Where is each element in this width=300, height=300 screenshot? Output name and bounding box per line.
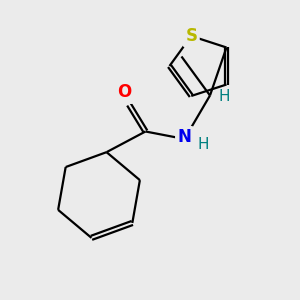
Text: O: O [117, 83, 132, 101]
Text: H: H [218, 89, 230, 104]
Text: S: S [185, 27, 197, 45]
Text: N: N [178, 128, 191, 146]
Text: H: H [197, 137, 208, 152]
